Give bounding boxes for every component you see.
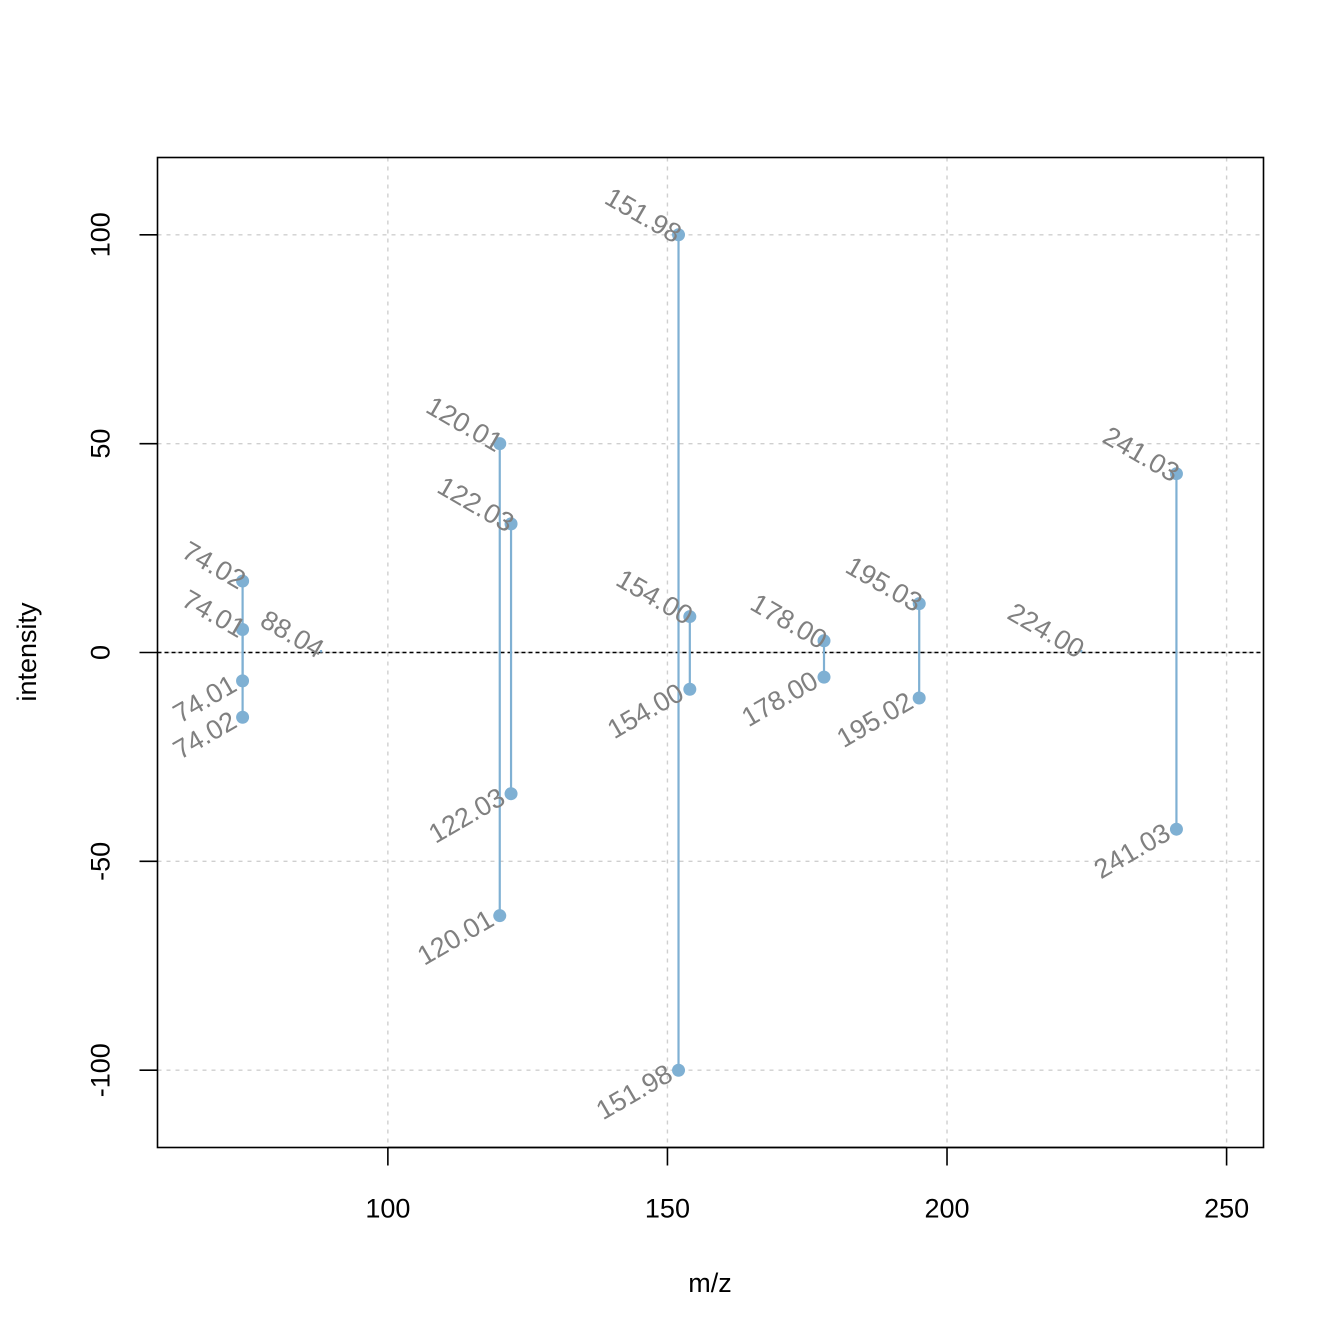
point-layer — [236, 228, 1183, 1077]
x-tick-label: 250 — [1204, 1194, 1249, 1224]
top-peak-label: 195.03 — [841, 551, 928, 618]
y-tick-label: 0 — [86, 645, 116, 660]
top-peak-label: 241.03 — [1098, 421, 1185, 488]
top-peak-label: 151.98 — [600, 182, 687, 249]
bottom-peak-label: 122.03 — [424, 782, 511, 849]
x-axis: 100 150 200 250 — [365, 1146, 1249, 1224]
top-peak-point — [236, 574, 250, 588]
y-axis-title: intensity — [12, 602, 42, 702]
bottom-peak-label: 178.00 — [736, 665, 823, 732]
top-peak-label: 224.00 — [1003, 597, 1090, 664]
top-peak-label: 74.01 — [177, 584, 251, 644]
y-axis: -100 -50 0 50 100 — [86, 212, 158, 1097]
bottom-peak-point — [236, 674, 250, 688]
top-peak-point — [817, 634, 831, 648]
top-peak-point — [672, 228, 686, 242]
x-axis-title: m/z — [688, 1268, 732, 1298]
top-peak-label: 120.01 — [421, 391, 508, 458]
top-peak-label: 122.03 — [433, 471, 520, 538]
top-peak-point — [683, 610, 697, 624]
top-peak-point — [493, 437, 507, 451]
bottom-peak-point — [817, 670, 831, 684]
bottom-peak-point — [493, 909, 507, 923]
bottom-peak-label: 154.00 — [602, 677, 689, 744]
bottom-peak-label: 120.01 — [412, 904, 499, 971]
bottom-peak-point — [504, 787, 518, 801]
top-peak-label: 154.00 — [611, 563, 698, 630]
top-peak-label: 74.02 — [177, 535, 251, 595]
y-tick-label: 100 — [86, 212, 116, 257]
top-peak-point — [912, 597, 926, 611]
y-tick-label: 50 — [86, 429, 116, 459]
bottom-peak-point — [683, 682, 697, 696]
bottom-peak-point — [672, 1063, 686, 1077]
top-peak-label: 178.00 — [745, 588, 832, 655]
y-tick-label: -100 — [86, 1043, 116, 1097]
y-tick-label: -50 — [86, 842, 116, 881]
x-tick-label: 200 — [924, 1194, 969, 1224]
top-peak-label: 88.04 — [255, 604, 329, 664]
bottom-peak-label: 195.02 — [832, 686, 919, 753]
top-peak-point — [504, 517, 518, 531]
top-peak-point — [1169, 467, 1183, 481]
bottom-peak-point — [1169, 822, 1183, 836]
x-tick-label: 100 — [365, 1194, 410, 1224]
top-peak-point — [236, 623, 250, 637]
x-tick-label: 150 — [645, 1194, 690, 1224]
bottom-peak-label: 241.03 — [1089, 817, 1176, 884]
bottom-peak-point — [912, 691, 926, 705]
bottom-peak-label: 151.98 — [591, 1058, 678, 1125]
bottom-peak-point — [236, 710, 250, 724]
